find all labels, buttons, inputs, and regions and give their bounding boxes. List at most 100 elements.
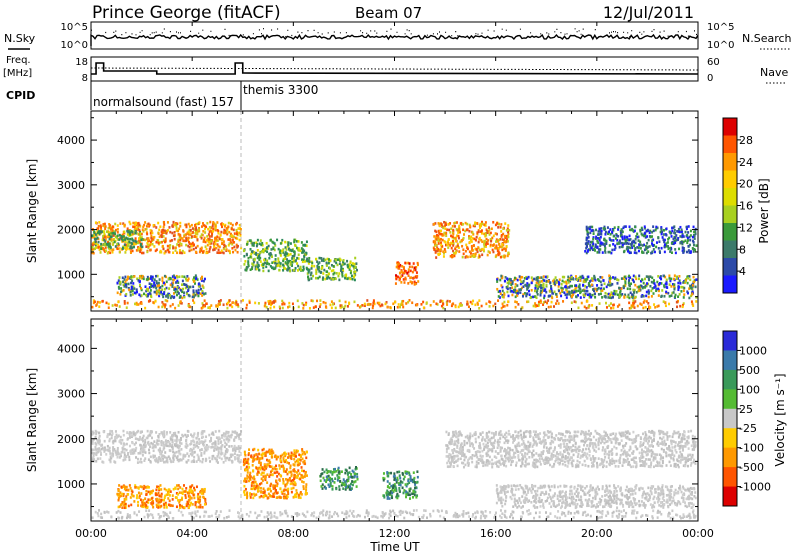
scatter-cell <box>284 252 287 256</box>
scatter-cell <box>169 304 172 308</box>
scatter-cell <box>147 244 150 248</box>
scatter-cell <box>182 457 185 460</box>
scatter-cell <box>162 231 165 234</box>
scatter-cell <box>162 295 165 299</box>
scatter-cell <box>102 243 105 247</box>
scatter-cell <box>518 275 521 278</box>
scatter-cell <box>674 236 677 240</box>
scatter-cell <box>139 245 142 249</box>
scatter-cell <box>675 275 678 279</box>
scatter-cell <box>126 241 129 245</box>
scatter-cell <box>195 460 198 463</box>
scatter-cell <box>626 295 629 299</box>
scatter-cell <box>670 277 673 281</box>
scatter-cell <box>150 490 153 493</box>
scatter-cell <box>636 246 639 249</box>
scatter-cell <box>254 265 257 269</box>
scatter-cell <box>403 271 406 274</box>
scatter-cell <box>595 228 598 232</box>
scatter-cell <box>159 457 162 461</box>
scatter-cell <box>623 235 626 238</box>
scatter-cell <box>172 274 175 278</box>
scatter-cell <box>627 281 630 285</box>
scatter-cell <box>111 250 114 254</box>
scatter-cell <box>537 283 540 287</box>
scatter-cell <box>628 284 631 288</box>
scatter-cell <box>645 246 648 249</box>
scatter-cell <box>124 454 127 458</box>
scatter-cell <box>315 257 318 261</box>
scatter-cell <box>171 283 174 287</box>
scatter-cell <box>339 269 342 272</box>
scatter-cell <box>194 250 197 254</box>
scatter-cell <box>641 250 644 253</box>
scatter-cell <box>134 486 137 489</box>
scatter-cell <box>437 248 440 251</box>
scatter-cell <box>161 450 164 453</box>
scatter-cell <box>227 434 230 438</box>
scatter-cell <box>655 288 658 291</box>
scatter-cell <box>195 235 198 239</box>
scatter-cell <box>642 285 645 289</box>
scatter-cell <box>263 463 266 467</box>
scatter-cell <box>413 268 416 272</box>
scatter-cell <box>376 301 379 305</box>
scatter-cell <box>591 229 594 232</box>
scatter-cell <box>187 238 190 242</box>
scatter-cell <box>639 302 642 306</box>
scatter-cell <box>191 434 194 438</box>
scatter-cell <box>261 479 264 482</box>
scatter-cell <box>287 305 290 309</box>
scatter-cell <box>203 430 206 433</box>
scatter-cell <box>110 239 113 243</box>
scatter-cell <box>163 283 166 286</box>
scatter-cell <box>135 496 138 500</box>
scatter-cell <box>458 228 461 231</box>
scatter-cell <box>590 240 593 244</box>
scatter-cell <box>283 302 286 306</box>
scatter-cell <box>307 275 310 279</box>
scatter-cell <box>172 234 175 237</box>
scatter-cell <box>628 306 631 310</box>
scatter-cell <box>213 242 216 246</box>
scatter-cell <box>140 301 143 304</box>
scatter-cell <box>122 458 125 462</box>
scatter-cell <box>100 447 103 451</box>
scatter-cell <box>503 291 506 295</box>
scatter-cell <box>139 248 142 252</box>
scatter-cell <box>523 292 526 295</box>
scatter-cell <box>164 299 167 302</box>
scatter-cell <box>175 491 178 495</box>
scatter-cell <box>202 303 205 307</box>
scatter-cell <box>545 290 548 294</box>
scatter-cell <box>416 261 419 265</box>
scatter-cell <box>177 430 180 434</box>
scatter-cell <box>138 228 141 232</box>
scatter-cell <box>109 233 112 236</box>
scatter-cell <box>275 457 278 461</box>
scatter-cell <box>91 234 94 237</box>
scatter-cell <box>296 299 299 303</box>
scatter-cell <box>607 250 610 254</box>
scatter-cell <box>98 431 101 435</box>
scatter-cell <box>164 237 167 241</box>
scatter-cell <box>657 304 660 308</box>
scatter-cell <box>685 250 688 254</box>
scatter-cell <box>506 281 509 285</box>
scatter-cell <box>205 446 208 450</box>
noise-tick-left-top: 10^5 <box>61 22 88 33</box>
scatter-cell <box>92 251 95 255</box>
scatter-cell <box>204 245 207 248</box>
scatter-cell <box>237 447 240 451</box>
scatter-cell <box>129 245 132 248</box>
scatter-cell <box>210 446 213 449</box>
scatter-cell <box>145 293 148 297</box>
scatter-cell <box>692 225 695 229</box>
scatter-cell <box>112 234 115 237</box>
scatter-cell <box>199 292 202 296</box>
scatter-cell <box>271 469 274 472</box>
scatter-cell <box>688 235 691 239</box>
scatter-cell <box>510 283 513 287</box>
scatter-cell <box>218 237 221 241</box>
scatter-cell <box>233 232 236 235</box>
